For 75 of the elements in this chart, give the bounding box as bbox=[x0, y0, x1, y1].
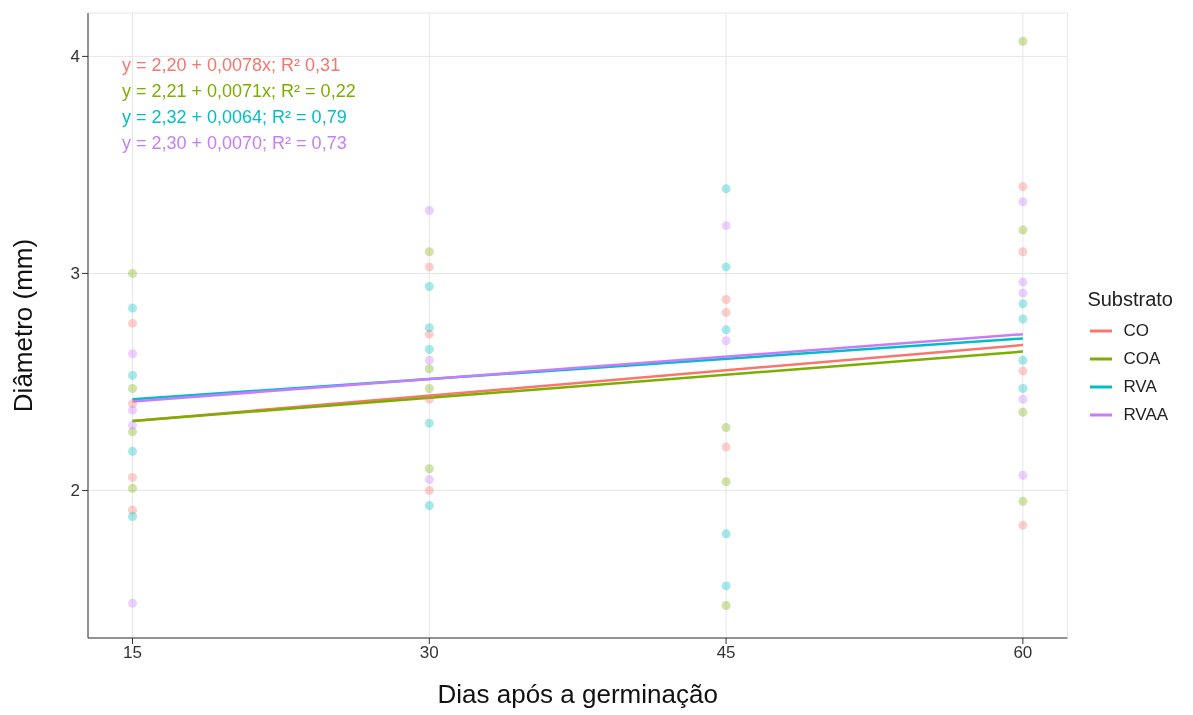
point bbox=[424, 355, 434, 365]
point bbox=[721, 307, 731, 317]
point bbox=[424, 464, 434, 474]
point bbox=[721, 581, 731, 591]
point bbox=[128, 303, 138, 313]
legend-label: RVAA bbox=[1123, 404, 1169, 425]
point bbox=[424, 281, 434, 291]
point bbox=[1018, 470, 1028, 480]
point bbox=[721, 477, 731, 487]
x-tick-label: 45 bbox=[716, 643, 736, 663]
point bbox=[128, 268, 138, 278]
point bbox=[424, 485, 434, 495]
point bbox=[721, 529, 731, 539]
point bbox=[1018, 407, 1028, 417]
x-axis-title: Dias após a germinação bbox=[437, 679, 718, 709]
point bbox=[128, 349, 138, 359]
point bbox=[424, 205, 434, 215]
annotation: y = 2,20 + 0,0078x; R² 0,31 bbox=[122, 54, 342, 77]
x-tick-label: 60 bbox=[1013, 643, 1033, 663]
point bbox=[128, 318, 138, 328]
point bbox=[1018, 383, 1028, 393]
y-tick-label: 3 bbox=[70, 264, 80, 284]
legend-title: Substrato bbox=[1087, 287, 1173, 311]
point bbox=[721, 294, 731, 304]
point bbox=[1018, 366, 1028, 376]
point bbox=[128, 598, 138, 608]
point bbox=[1018, 355, 1028, 365]
point bbox=[721, 600, 731, 610]
point bbox=[1018, 182, 1028, 192]
point bbox=[721, 262, 731, 272]
point bbox=[128, 420, 138, 430]
point bbox=[128, 383, 138, 393]
legend-label: CO bbox=[1123, 320, 1149, 341]
point bbox=[1018, 299, 1028, 309]
point bbox=[128, 511, 138, 521]
annotation: y = 2,30 + 0,0070; R² = 0,73 bbox=[122, 132, 348, 155]
point bbox=[721, 336, 731, 346]
point bbox=[424, 262, 434, 272]
point bbox=[1018, 394, 1028, 404]
point bbox=[721, 184, 731, 194]
point bbox=[424, 344, 434, 354]
annotation: y = 2,21 + 0,0071x; R² = 0,22 bbox=[122, 80, 356, 103]
point bbox=[424, 364, 434, 374]
point bbox=[1018, 225, 1028, 235]
point bbox=[424, 475, 434, 485]
point bbox=[1018, 277, 1028, 287]
point bbox=[1018, 247, 1028, 257]
y-tick-label: 2 bbox=[70, 481, 80, 501]
y-axis-title: Diâmetro (mm) bbox=[8, 238, 39, 413]
point bbox=[1018, 314, 1028, 324]
point bbox=[128, 472, 138, 482]
point bbox=[1018, 288, 1028, 298]
point bbox=[721, 325, 731, 335]
y-tick-label: 4 bbox=[70, 47, 80, 67]
point bbox=[424, 247, 434, 257]
point bbox=[424, 418, 434, 428]
legend-label: COA bbox=[1123, 348, 1161, 369]
point bbox=[721, 221, 731, 231]
x-tick-label: 30 bbox=[419, 643, 439, 663]
point bbox=[1018, 496, 1028, 506]
point bbox=[1018, 197, 1028, 207]
point bbox=[721, 442, 731, 452]
x-tick-label: 15 bbox=[123, 643, 142, 663]
point bbox=[1018, 36, 1028, 46]
point bbox=[424, 323, 434, 333]
point bbox=[424, 501, 434, 511]
point bbox=[128, 483, 138, 493]
point bbox=[1018, 520, 1028, 530]
point bbox=[721, 422, 731, 432]
point bbox=[128, 370, 138, 380]
legend-label: RVA bbox=[1123, 376, 1157, 397]
annotation: y = 2,32 + 0,0064; R² = 0,79 bbox=[122, 106, 348, 129]
point bbox=[128, 405, 138, 415]
point bbox=[424, 383, 434, 393]
point bbox=[128, 446, 138, 456]
